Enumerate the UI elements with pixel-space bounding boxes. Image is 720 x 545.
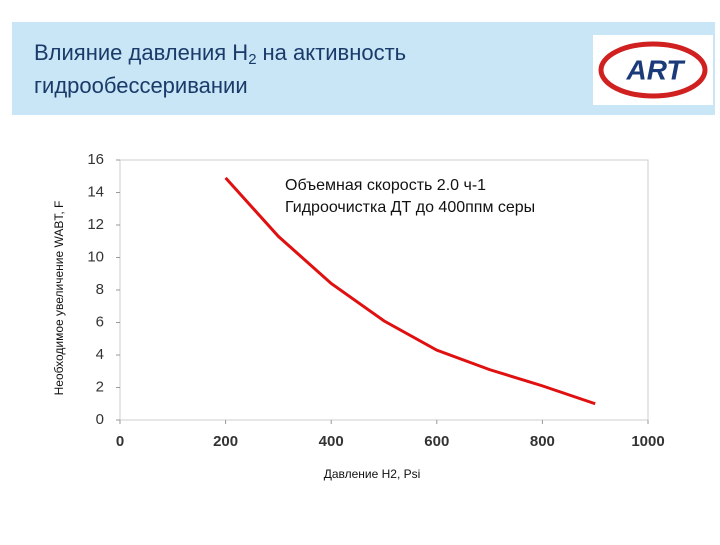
annotation: Гидроочистка ДТ до 400ппм серы	[285, 199, 535, 216]
x-tick-label: 200	[213, 433, 238, 450]
y-tick-label: 14	[87, 183, 104, 200]
data-line	[224, 176, 596, 406]
y-tick-label: 4	[96, 346, 104, 363]
y-tick-label: 8	[96, 281, 104, 298]
y-tick-label: 0	[96, 411, 104, 428]
title-line1: Влияние давления H2 на активность	[34, 40, 406, 68]
y-tick-label: 16	[87, 151, 104, 168]
y-axis-label: Необходимое увеличение WABT, F	[52, 201, 66, 396]
x-tick-label: 0	[116, 433, 124, 450]
x-tick-label: 600	[424, 433, 449, 450]
logo-text: ART	[625, 54, 686, 85]
y-tick-label: 10	[87, 248, 104, 265]
title-subscript: 2	[248, 51, 256, 68]
title-part: Влияние давления H	[34, 40, 248, 65]
logo-swoosh	[598, 41, 708, 99]
y-tick-label: 12	[87, 216, 104, 233]
annotation: Объемная скорость 2.0 ч-1	[285, 177, 486, 194]
title-line2: гидрообессеривании	[34, 73, 248, 98]
x-tick-label: 400	[319, 433, 344, 450]
x-tick-label: 1000	[631, 433, 664, 450]
title-part: на активность	[263, 40, 407, 65]
logo-box	[593, 35, 713, 105]
y-tick-label: 6	[96, 313, 104, 330]
x-tick-label: 800	[530, 433, 555, 450]
y-tick-label: 2	[96, 378, 104, 395]
x-axis-label: Давление H2, Psi	[324, 467, 421, 481]
